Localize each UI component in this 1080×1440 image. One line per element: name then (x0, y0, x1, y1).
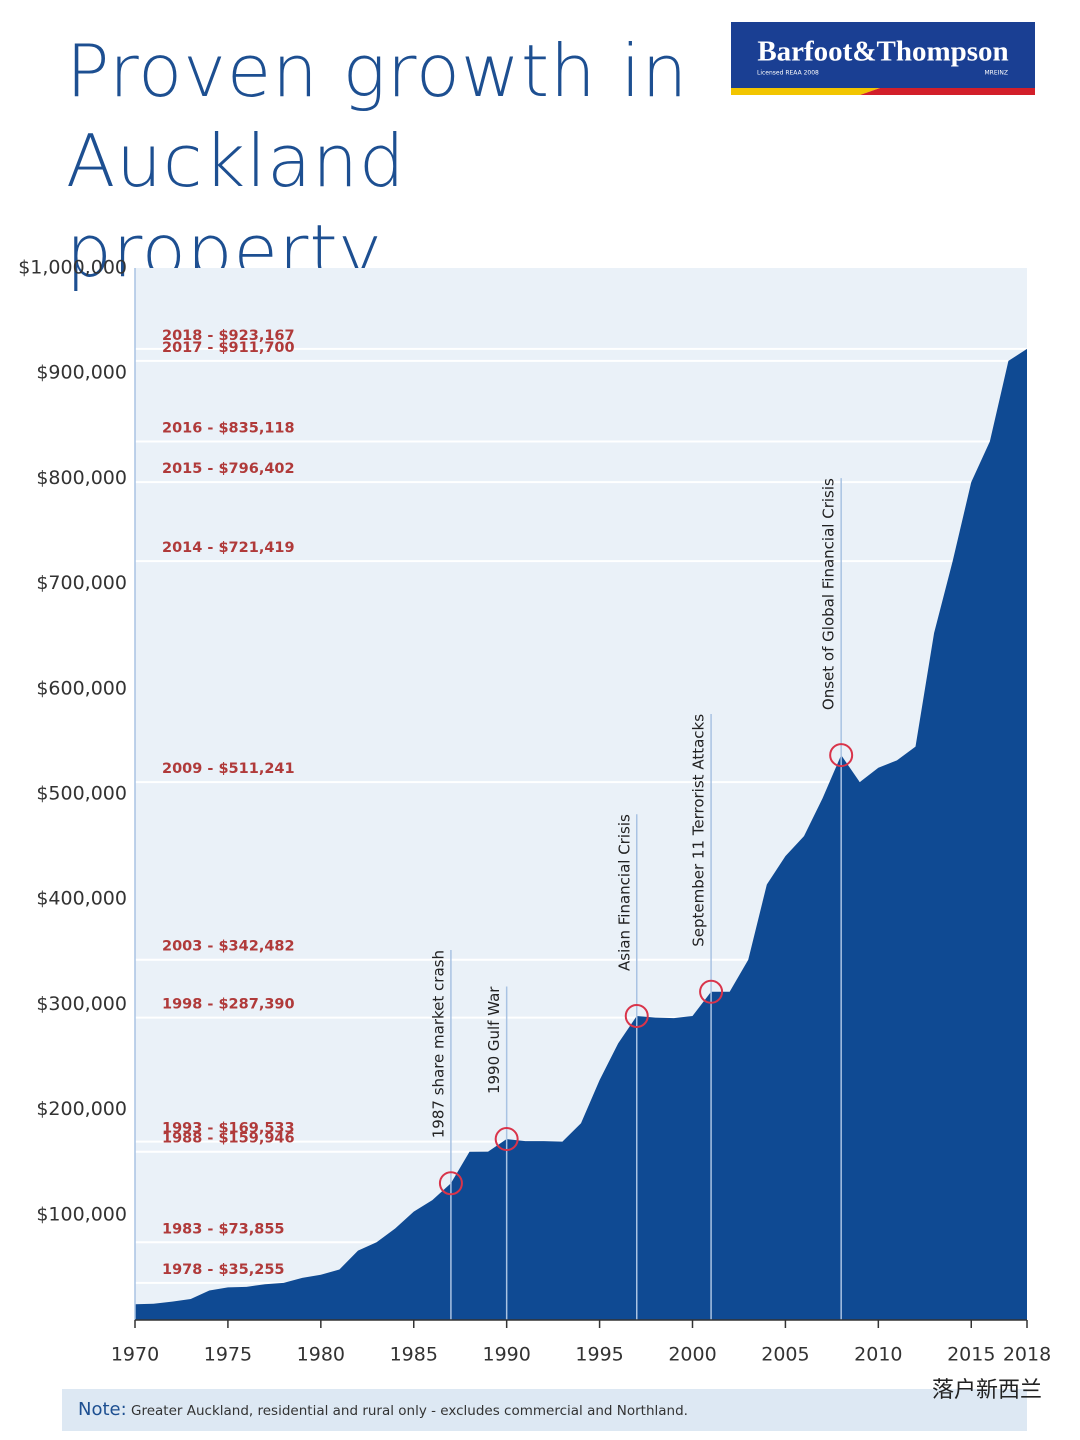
logo-name: Barfoot&Thompson (757, 36, 1008, 68)
y-tick-label: $1,000,000 (18, 257, 127, 279)
reference-label: 1998 - $287,390 (162, 997, 295, 1013)
reference-label: 1978 - $35,255 (162, 1262, 285, 1278)
chart-title: Proven growth in Auckland property (66, 29, 689, 293)
x-tick-label: 1970 (111, 1344, 159, 1366)
note-text: Greater Auckland, residential and rural … (131, 1403, 688, 1419)
note-box (62, 1389, 1027, 1431)
x-tick-label: 2010 (854, 1344, 902, 1366)
reference-label: 2014 - $721,419 (162, 540, 295, 556)
event-marker (829, 743, 854, 768)
y-tick-label: $900,000 (36, 362, 127, 384)
reference-label: 2003 - $342,482 (162, 939, 295, 955)
reference-label: 2018 - $923,167 (162, 328, 295, 344)
y-tick-label: $600,000 (36, 677, 127, 699)
x-tick-label: 1990 (482, 1344, 530, 1366)
reference-label: 2016 - $835,118 (162, 420, 295, 436)
x-tick-label: 2000 (668, 1344, 716, 1366)
area (135, 348, 1027, 1320)
x-tick-label: 2015 (947, 1344, 995, 1366)
logo-member: MREINZ (984, 70, 1008, 77)
reference-label: 2015 - $796,402 (162, 461, 295, 477)
event-label: Onset of Global Financial Crisis (820, 478, 838, 710)
logo-box (731, 22, 1035, 88)
event-label: Asian Financial Crisis (615, 814, 633, 971)
reference-label: 1983 - $73,855 (162, 1221, 285, 1237)
y-tick-label: $800,000 (36, 467, 127, 489)
y-tick-label: $700,000 (36, 572, 127, 594)
logo-stripe (731, 88, 880, 95)
event-label: 1990 Gulf War (485, 986, 503, 1094)
y-tick-label: $300,000 (36, 993, 127, 1015)
event-marker (624, 1003, 649, 1028)
event-marker (699, 979, 724, 1004)
y-tick-label: $200,000 (36, 1098, 127, 1120)
logo-stripe (860, 88, 1035, 95)
event-marker (494, 1127, 519, 1152)
x-tick-label: 2018 (1003, 1344, 1051, 1366)
x-tick-label: 1985 (390, 1344, 438, 1366)
reference-label: 1988 - $159,946 (162, 1131, 295, 1147)
watermark: 落户新西兰 (932, 1378, 1042, 1403)
x-tick-label: 1995 (575, 1344, 623, 1366)
event-marker (438, 1171, 463, 1196)
x-tick-label: 1975 (204, 1344, 252, 1366)
y-tick-label: $100,000 (36, 1203, 127, 1225)
reference-label: 1993 - $169,533 (162, 1121, 295, 1137)
logo-license: Licensed REAA 2008 (757, 70, 819, 77)
event-label: September 11 Terrorist Attacks (690, 714, 708, 947)
note-heading: Note: (78, 1399, 127, 1420)
y-tick-label: $500,000 (36, 783, 127, 805)
reference-label: 2009 - $511,241 (162, 761, 295, 777)
x-tick-label: 2005 (761, 1344, 809, 1366)
reference-label: 2017 - $911,700 (162, 340, 295, 356)
logo: Barfoot&Thompson Licensed REAA 2008 MREI… (731, 22, 1035, 95)
y-tick-label: $400,000 (36, 888, 127, 910)
event-label: 1987 share market crash (429, 950, 447, 1138)
x-tick-label: 1980 (297, 1344, 345, 1366)
